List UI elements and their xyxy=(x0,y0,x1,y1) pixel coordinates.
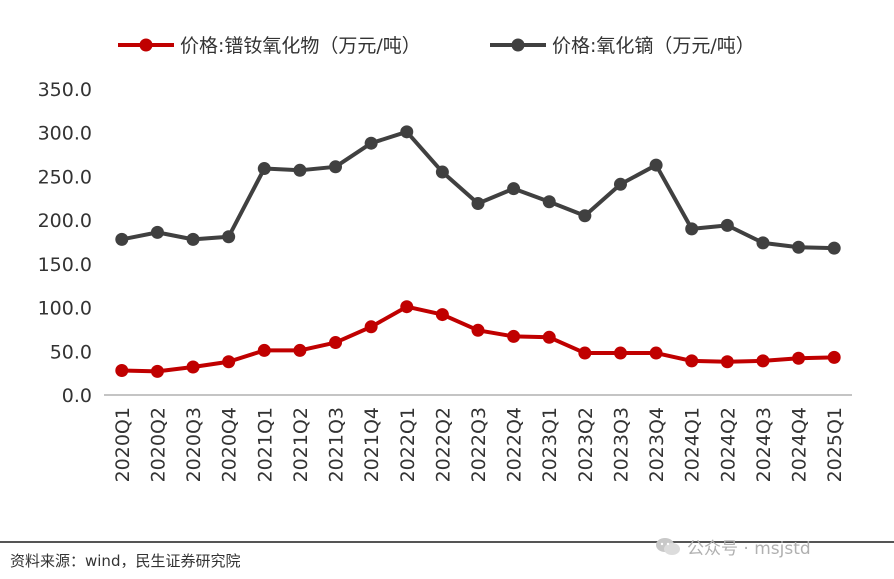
x-tick-label: 2022Q2 xyxy=(432,407,454,482)
series-1-point xyxy=(756,354,770,368)
wechat-icon xyxy=(656,537,680,555)
legend-label-2: 价格:氧化镝（万元/吨） xyxy=(552,35,755,57)
series-1-point xyxy=(613,346,627,360)
series-1-point xyxy=(257,343,271,357)
series-1-point xyxy=(150,364,164,378)
series-2-point xyxy=(507,182,521,196)
x-tick-label: 2021Q4 xyxy=(361,407,383,482)
series-2-point xyxy=(150,225,164,239)
series-2-point xyxy=(613,177,627,191)
x-tick-label: 2023Q1 xyxy=(539,407,561,482)
footer-divider xyxy=(0,541,894,543)
series-2-point xyxy=(435,165,449,179)
x-axis: 2020Q1 2020Q2 2020Q3 2020Q4 2021Q1 2021Q2 2021… xyxy=(104,394,852,482)
y-tick-label: 200.0 xyxy=(38,210,92,232)
x-tick-label: 2024Q3 xyxy=(753,407,775,482)
series-2-point xyxy=(685,222,699,236)
watermark-text: 公众号 · msjstd xyxy=(687,539,811,559)
series-2-point xyxy=(293,163,307,177)
x-tick-label: 2020Q2 xyxy=(147,407,169,482)
series-2-point xyxy=(471,197,485,211)
y-tick-label: 250.0 xyxy=(38,166,92,188)
series-1-point xyxy=(542,330,556,344)
x-tick-label: 2025Q1 xyxy=(824,407,846,482)
series-1-point xyxy=(364,320,378,334)
legend: 价格:镨钕氧化物（万元/吨） 价格:氧化镝（万元/吨） xyxy=(118,35,755,57)
x-tick-label: 2021Q1 xyxy=(254,407,276,482)
series-1-point xyxy=(720,355,734,369)
series-2-point xyxy=(257,162,271,176)
y-axis: 0.0 50.0 100.0 150.0 200.0 250.0 300.0 350.0 xyxy=(38,79,92,407)
series-2-point xyxy=(720,218,734,232)
legend-marker-1 xyxy=(139,38,153,52)
x-tick-label: 2024Q2 xyxy=(717,407,739,482)
legend-marker-2 xyxy=(511,38,525,52)
series-2-point xyxy=(186,232,200,246)
x-tick-label: 2022Q1 xyxy=(397,407,419,482)
y-tick-label: 50.0 xyxy=(50,341,92,363)
series-1-point xyxy=(685,354,699,368)
series-2-point xyxy=(364,136,378,150)
x-tick-label: 2023Q2 xyxy=(575,407,597,482)
series-1-point xyxy=(471,323,485,337)
series-2-point xyxy=(649,158,663,172)
x-tick-label: 2021Q2 xyxy=(290,407,312,482)
series-1-point xyxy=(329,336,343,350)
series-2-point xyxy=(792,240,806,254)
x-tick-label: 2020Q1 xyxy=(112,407,134,482)
x-tick-label: 2022Q3 xyxy=(468,407,490,482)
series-2-point xyxy=(329,160,343,174)
x-tick-label: 2023Q4 xyxy=(646,407,668,482)
series-2-point xyxy=(542,195,556,209)
series-1-point xyxy=(649,346,663,360)
series-2-point xyxy=(578,209,592,223)
series-1-point xyxy=(578,346,592,360)
series-2-point xyxy=(222,230,236,244)
y-tick-label: 150.0 xyxy=(38,254,92,276)
x-tick-label: 2024Q4 xyxy=(789,407,811,482)
watermark: 公众号 · msjstd xyxy=(655,534,811,559)
series-1-point xyxy=(186,360,200,374)
y-tick-label: 0.0 xyxy=(62,385,92,407)
series-1-point xyxy=(507,329,521,343)
source-note: 资料来源：wind，民生证券研究院 xyxy=(10,552,241,570)
x-tick-label: 2022Q4 xyxy=(504,407,526,482)
y-tick-label: 100.0 xyxy=(38,298,92,320)
series-1-point xyxy=(222,355,236,369)
x-tick-label: 2020Q3 xyxy=(183,407,205,482)
y-tick-label: 300.0 xyxy=(38,123,92,145)
series-layer xyxy=(115,125,841,378)
x-tick-label: 2024Q1 xyxy=(682,407,704,482)
series-1-point xyxy=(400,300,414,314)
series-1-point xyxy=(827,350,841,364)
y-tick-label: 350.0 xyxy=(38,79,92,101)
series-2-point xyxy=(827,241,841,255)
series-2-point xyxy=(756,236,770,250)
legend-label-1: 价格:镨钕氧化物（万元/吨） xyxy=(180,35,421,57)
x-tick-label: 2020Q4 xyxy=(219,407,241,482)
x-tick-label: 2021Q3 xyxy=(326,407,348,482)
x-tick-label: 2023Q3 xyxy=(610,407,632,482)
series-1-point xyxy=(115,364,129,378)
series-1-point xyxy=(293,343,307,357)
series-2-point xyxy=(115,232,129,246)
series-1-point xyxy=(792,351,806,365)
series-2-point xyxy=(400,125,414,139)
series-1-point xyxy=(435,308,449,322)
